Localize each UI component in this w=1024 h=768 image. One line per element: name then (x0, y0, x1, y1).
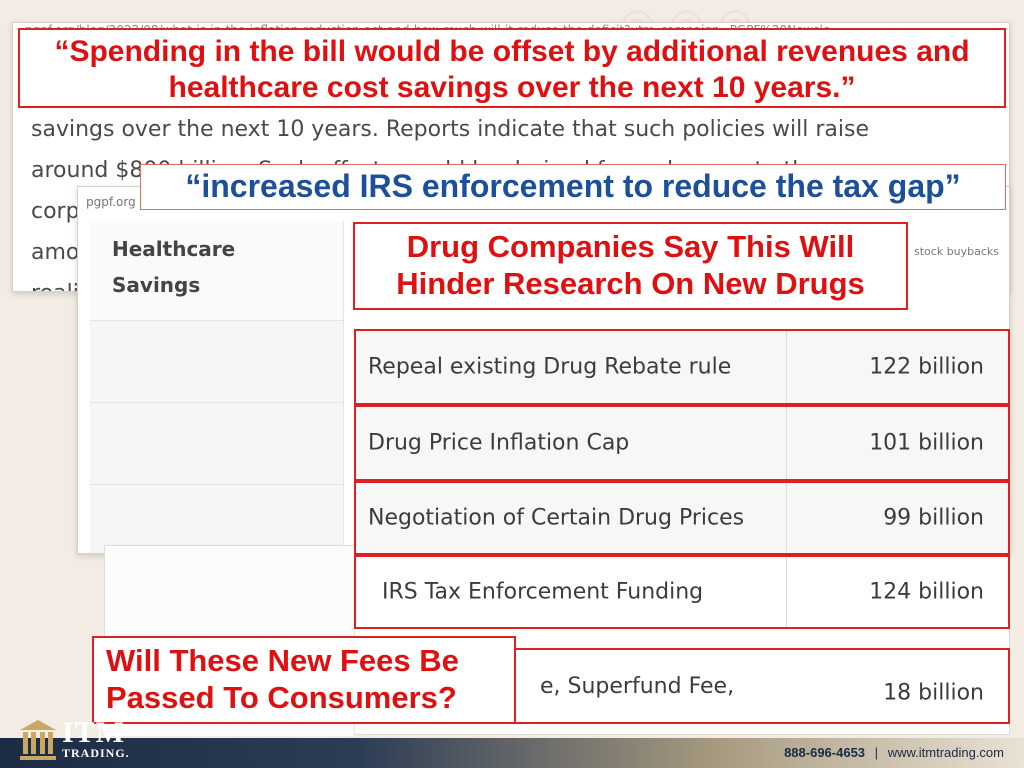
row-value: 101 billion (869, 430, 984, 456)
table-row: Drug Price Inflation Cap 101 billion (354, 405, 1010, 481)
fees-question-callout: Will These New Fees Be Passed To Consume… (92, 636, 516, 724)
table-url: pgpf.org (86, 195, 136, 209)
table-left-column: Healthcare Savings (90, 221, 344, 553)
irs-quote-callout: “increased IRS enforcement to reduce the… (140, 164, 1006, 210)
row-value: 18 billion (883, 680, 984, 706)
brand-name: ITM (62, 716, 125, 749)
drug-companies-callout: Drug Companies Say This Will Hinder Rese… (353, 222, 908, 310)
footer-separator: | (874, 745, 879, 760)
table-row: Negotiation of Certain Drug Prices 99 bi… (354, 481, 1010, 555)
table-heading-cell: Healthcare Savings (90, 221, 343, 321)
row-label: Negotiation of Certain Drug Prices (368, 505, 745, 531)
table-empty-cell (90, 403, 343, 485)
footer-contact: 888-696-4653 | www.itmtrading.com (784, 745, 1004, 760)
stock-buybacks-label: stock buybacks (914, 245, 1000, 258)
brand-subtitle: TRADING. (62, 746, 130, 760)
row-divider (786, 557, 787, 627)
table-row: IRS Tax Enforcement Funding 124 billion (354, 555, 1010, 629)
table-empty-cell (90, 485, 343, 553)
row-label: Repeal existing Drug Rebate rule (368, 354, 732, 380)
row-label: IRS Tax Enforcement Funding (382, 579, 704, 605)
row-value: 99 billion (883, 505, 984, 531)
row-value: 124 billion (869, 579, 984, 605)
spending-quote-callout: “Spending in the bill would be offset by… (18, 28, 1006, 108)
row-label: e, Superfund Fee, (540, 674, 735, 699)
table-empty-cell (90, 321, 343, 403)
row-divider (786, 407, 787, 479)
footer-bar: 888-696-4653 | www.itmtrading.com (0, 738, 1024, 768)
website-link[interactable]: www.itmtrading.com (887, 745, 1004, 760)
row-value: 122 billion (869, 354, 984, 380)
pillar-emblem-icon (20, 720, 56, 760)
phone-number[interactable]: 888-696-4653 (784, 745, 866, 760)
healthcare-savings-heading: Healthcare Savings (112, 237, 236, 297)
itm-trading-logo: ITM TRADING. (18, 716, 158, 766)
table-row: Repeal existing Drug Rebate rule 122 bil… (354, 329, 1010, 405)
row-label: Drug Price Inflation Cap (368, 430, 630, 456)
row-divider (786, 483, 787, 553)
row-divider (786, 331, 787, 403)
